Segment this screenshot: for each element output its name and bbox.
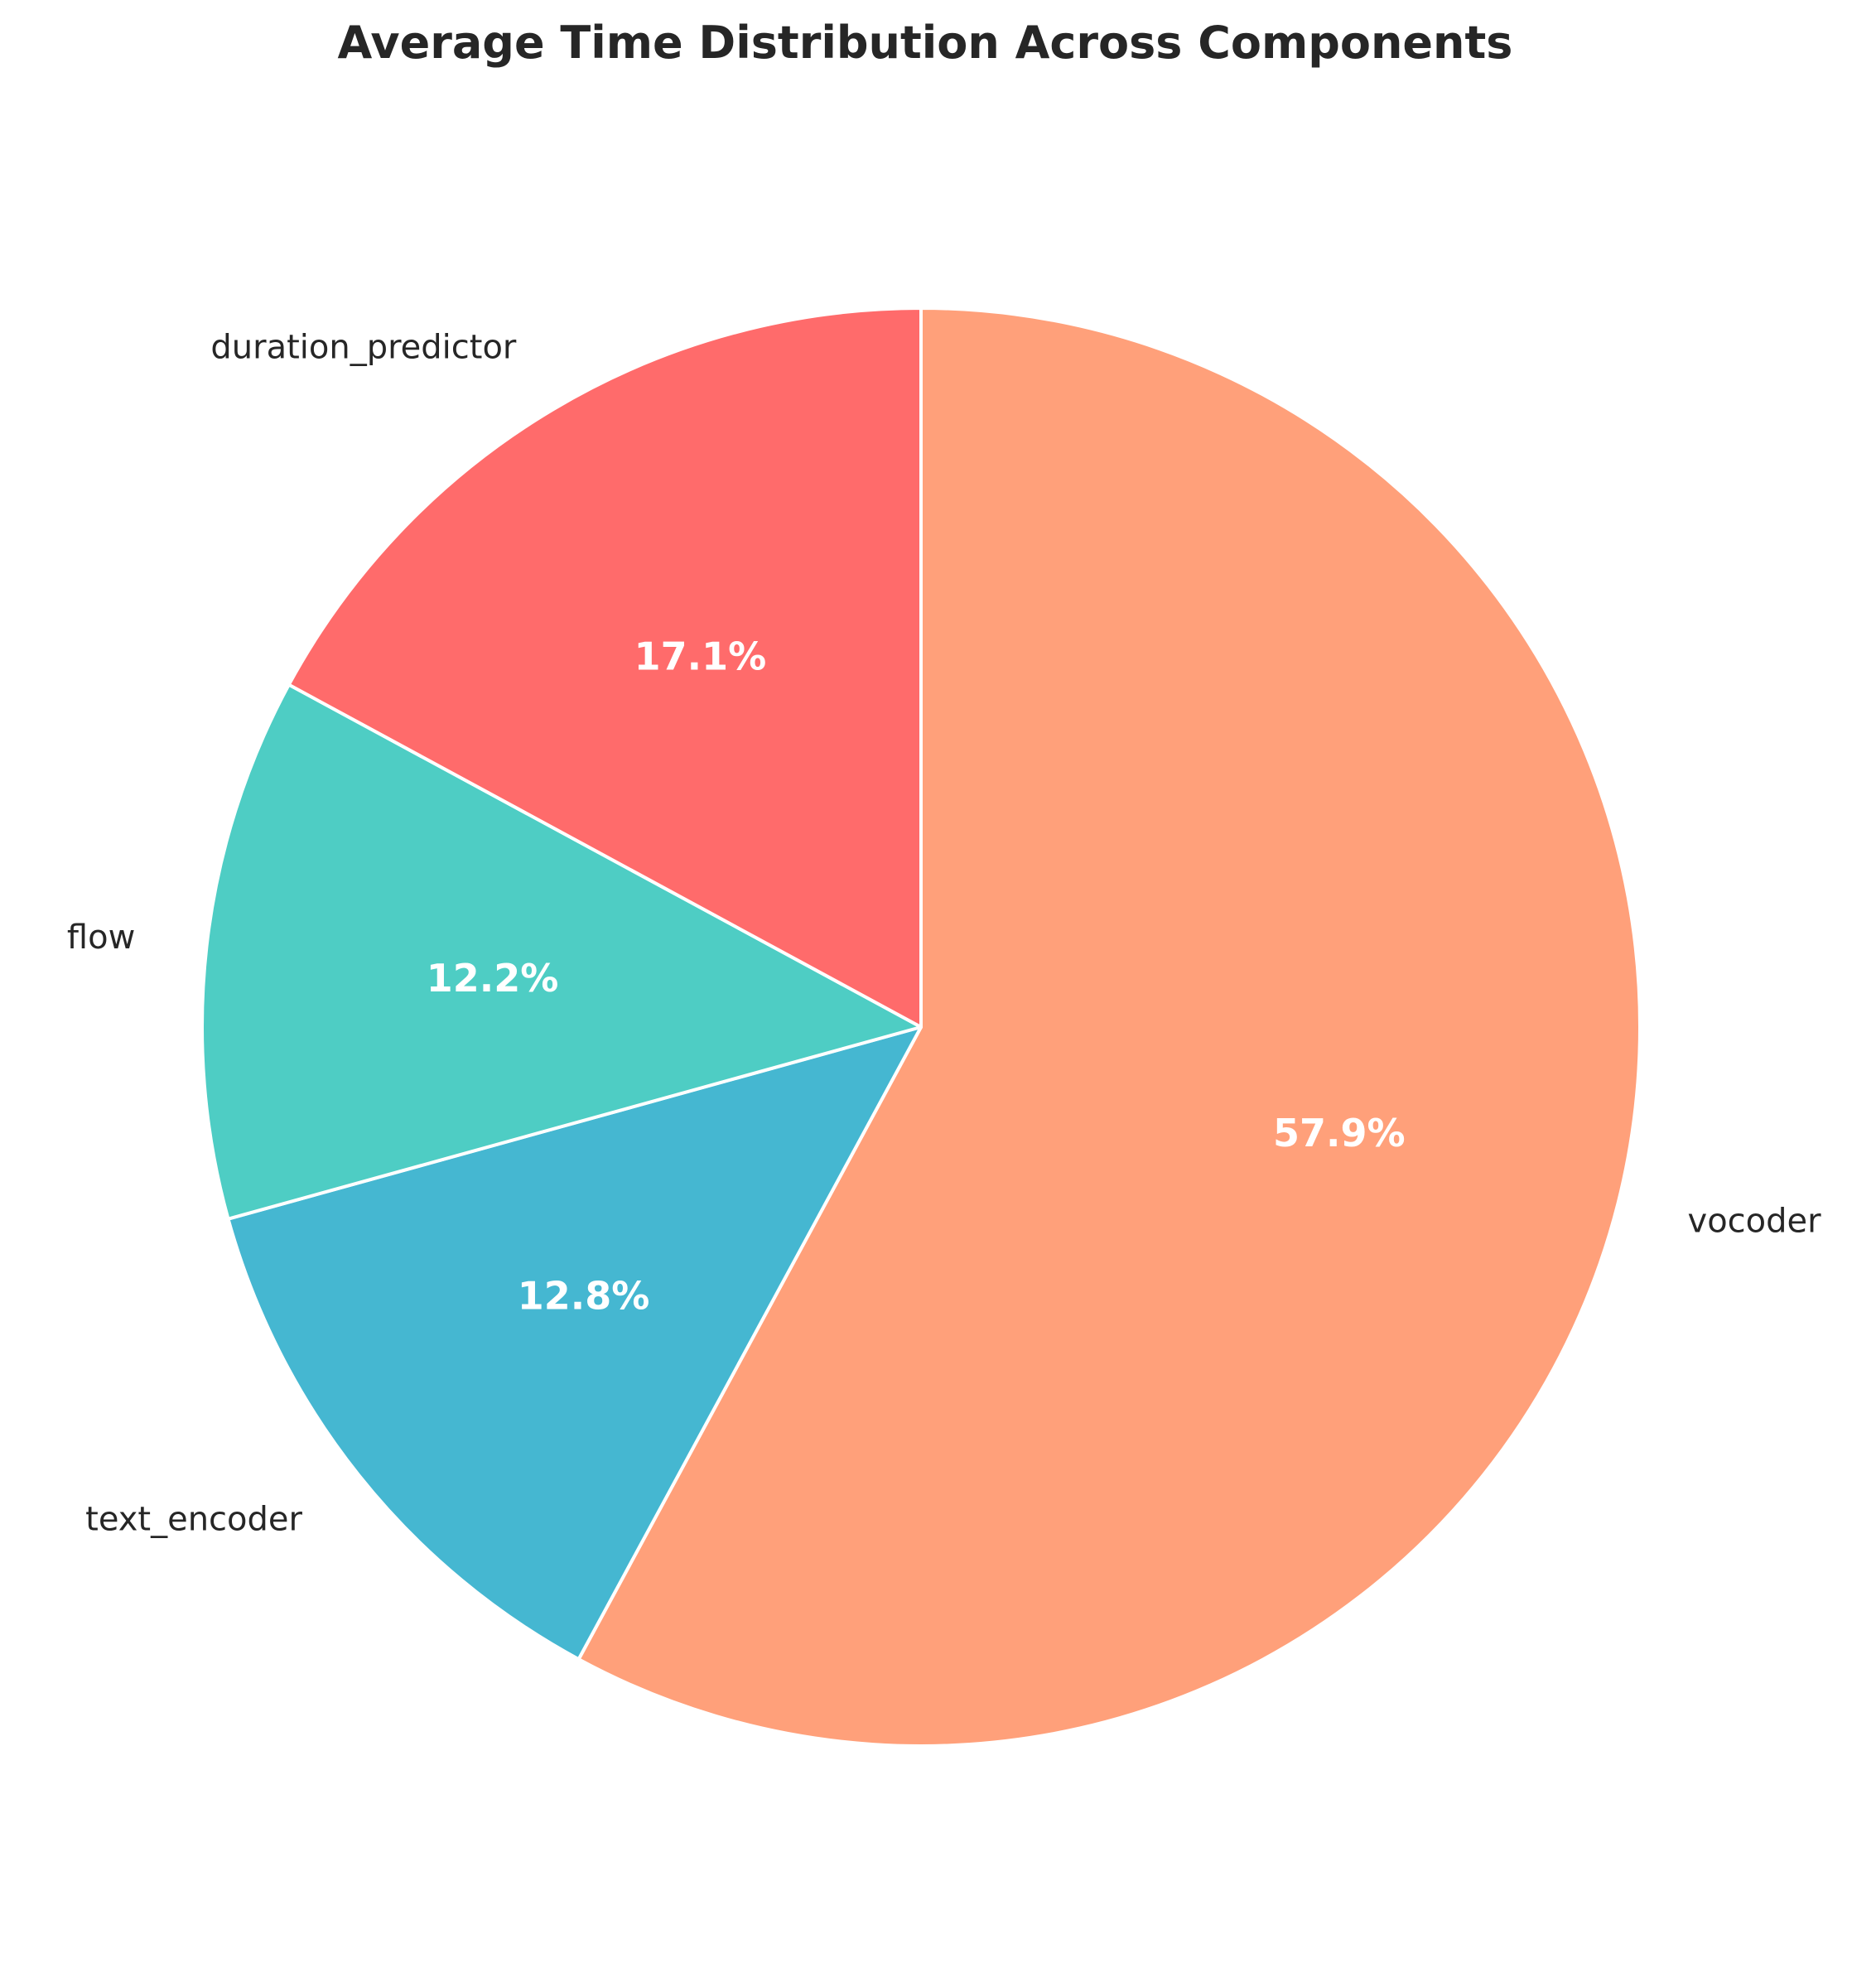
category-label-duration_predictor: duration_predictor [210, 329, 517, 367]
percent-label-text_encoder: 12.8% [518, 1273, 650, 1318]
pie-slice-vocoder [576, 306, 1642, 1748]
chart-title: Average Time Distribution Across Compone… [338, 17, 1513, 69]
pie-slice-duration_predictor [287, 306, 923, 1029]
pie-slices [200, 306, 1642, 1748]
percent-label-vocoder: 57.9% [1273, 1111, 1406, 1155]
percent-label-flow: 12.2% [427, 956, 559, 1001]
category-label-vocoder: vocoder [1688, 1203, 1822, 1241]
percent-label-duration_predictor: 17.1% [634, 634, 767, 679]
category-label-flow: flow [67, 919, 135, 957]
pie-slice-flow [200, 682, 923, 1221]
pie-slice-text_encoder [226, 1025, 923, 1662]
pie-labels: 57.9% vocoder 12.8% text_encoder 12.2% flow 17… [67, 329, 1821, 1539]
category-label-text_encoder: text_encoder [85, 1501, 302, 1539]
